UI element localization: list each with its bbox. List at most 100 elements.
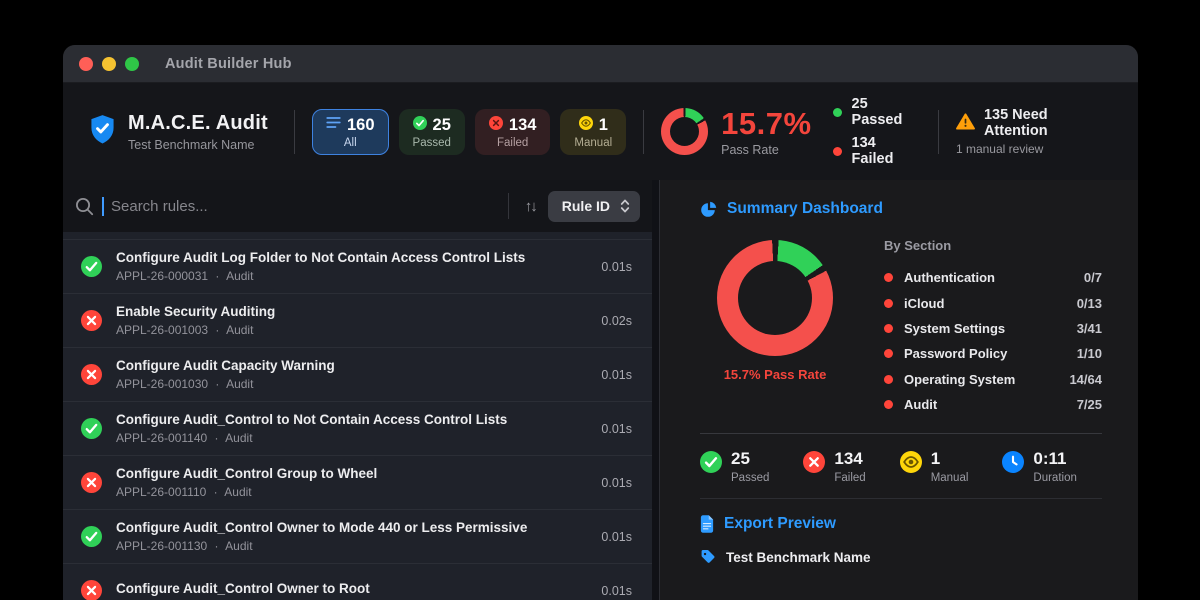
rule-row[interactable]: Configure Audit_Control Group to Wheel A… [63, 456, 652, 510]
red-dot-icon [832, 146, 842, 156]
check-circle-icon [412, 115, 427, 135]
pass-rate-donut-chart [661, 108, 709, 155]
stat-label: Passed [731, 472, 770, 485]
rule-duration: 0.01s [601, 421, 632, 436]
by-section-title: By Section [884, 238, 952, 253]
pass-rate-summary: 15.7% Pass Rate [661, 106, 811, 157]
by-section-list: By Section Authentication 0/7 iCloud 0/13 … [884, 236, 1102, 417]
section-value: 7/25 [1076, 397, 1102, 413]
zoom-window-button[interactable] [125, 56, 139, 71]
app-identity: M.A.C.E. Audit Test Benchmark Name [89, 112, 277, 152]
divider [700, 433, 1102, 435]
titlebar: Audit Builder Hub [63, 45, 1138, 83]
status-icon [81, 580, 102, 600]
filter-all-count: 160 [347, 115, 375, 134]
header: M.A.C.E. Audit Test Benchmark Name 160 A… [63, 83, 1138, 180]
search-toolbar: ↑↓ Rule ID [63, 180, 652, 232]
rule-title: Configure Audit Capacity Warning [116, 358, 335, 373]
rule-title: Enable Security Auditing [116, 304, 276, 319]
export-benchmark-row: Test Benchmark Name [700, 549, 1102, 565]
sort-by-value: Rule ID [561, 198, 610, 214]
dashboard-body: 15.7% Pass Rate By Section Authenticatio… [700, 236, 1102, 417]
rule-duration: 0.01s [601, 583, 632, 598]
search-field[interactable] [102, 180, 500, 232]
stat-label: Failed [834, 472, 866, 485]
section-name: Audit [904, 397, 938, 413]
pie-chart-icon [700, 201, 717, 218]
filter-manual-label: Manual [574, 136, 613, 149]
rule-row[interactable]: Configure Audit Log Folder to Not Contai… [63, 240, 652, 294]
divider [643, 109, 645, 154]
rule-list: Configure Audit Log Folder to Not Contai… [63, 232, 652, 600]
scrollbar-gutter[interactable] [652, 180, 660, 600]
section-name: Password Policy [904, 346, 1008, 362]
rule-row[interactable]: Enable Security Auditing APPL-26-001003 … [63, 294, 652, 348]
window-title: Audit Builder Hub [165, 55, 292, 72]
red-dot-icon [884, 400, 893, 410]
rule-row[interactable]: Configure Audit_Control Owner to Root 0.… [63, 564, 652, 600]
pass-fail-legend: 25 Passed 134 Failed [832, 96, 921, 167]
filter-manual-count: 1 [598, 115, 608, 134]
attention-summary: 135 Need Attention 1 manual review [956, 107, 1112, 156]
rule-meta: APPL-26-001130 · Audit [116, 539, 253, 553]
red-dot-icon [884, 349, 893, 359]
section-value: 14/64 [1069, 371, 1102, 387]
section-value: 1/10 [1076, 346, 1102, 362]
stat-label: Manual [930, 472, 969, 485]
rule-meta: APPL-26-001110 · Audit [116, 485, 252, 499]
text-cursor [102, 196, 104, 216]
minimize-window-button[interactable] [102, 56, 116, 71]
rule-duration: 0.01s [601, 367, 632, 382]
document-icon [700, 515, 714, 534]
filter-failed-count: 134 [508, 115, 537, 134]
rule-title: Configure Audit_Control Group to Wheel [116, 466, 378, 481]
app-title: M.A.C.E. Audit [128, 111, 268, 134]
filter-failed-label: Failed [496, 136, 529, 149]
divider [507, 193, 509, 219]
export-preview-title: Export Preview [724, 515, 836, 533]
rule-title: Configure Audit_Control Owner to Mode 44… [116, 520, 528, 535]
stat-value: 1 [930, 449, 941, 469]
divider [294, 109, 295, 154]
section-row: Authentication 0/7 [884, 265, 1102, 290]
green-dot-icon [832, 107, 842, 117]
filter-passed-button[interactable]: 25 Passed [398, 108, 465, 155]
search-input[interactable] [111, 197, 500, 215]
filter-failed-button[interactable]: 134 Failed [474, 108, 551, 155]
rule-browser-panel: ↑↓ Rule ID Configure Audit Log Folder to… [63, 180, 652, 600]
section-row: Operating System 14/64 [884, 367, 1102, 392]
chevron-up-down-icon [620, 198, 630, 214]
section-row: iCloud 0/13 [884, 290, 1102, 315]
status-icon [81, 364, 102, 385]
export-benchmark-name: Test Benchmark Name [726, 549, 871, 565]
filter-pills: 160 All 25 Passed 134 Failed [312, 108, 627, 155]
export-preview-heading: Export Preview [700, 515, 1102, 534]
summary-dashboard-heading: Summary Dashboard [700, 200, 1102, 218]
rule-row[interactable]: Configure Audit_Control Owner to Mode 44… [63, 510, 652, 564]
close-window-button[interactable] [79, 56, 93, 71]
sort-by-dropdown[interactable]: Rule ID [547, 190, 640, 222]
stat-value: 0:11 [1033, 449, 1067, 469]
eye-circle-icon [899, 451, 922, 474]
sort-direction-icon[interactable]: ↑↓ [524, 197, 538, 215]
filter-all-button[interactable]: 160 All [312, 108, 389, 155]
section-row: Password Policy 1/10 [884, 341, 1102, 366]
section-row: Audit 7/25 [884, 392, 1102, 417]
section-row: System Settings 3/41 [884, 316, 1102, 341]
section-name: Authentication [904, 270, 995, 286]
rule-meta: APPL-26-001140 · Audit [116, 431, 253, 445]
status-icon [81, 418, 102, 439]
filter-manual-button[interactable]: 1 Manual [560, 108, 627, 155]
pass-rate-value: 15.7% [721, 106, 812, 141]
section-value: 3/41 [1076, 320, 1102, 336]
rule-row[interactable]: Configure Audit_Control to Not Contain A… [63, 402, 652, 456]
red-dot-icon [884, 323, 893, 333]
rule-row[interactable]: Configure Audit Capacity Warning APPL-26… [63, 348, 652, 402]
search-icon [73, 197, 94, 216]
shield-check-icon [89, 114, 116, 150]
stat-passed: 25 Passed [700, 449, 769, 484]
section-value: 0/7 [1083, 270, 1102, 286]
rule-title: Configure Audit Log Folder to Not Contai… [116, 250, 526, 265]
attention-title: 135 Need Attention [983, 107, 1048, 139]
rule-meta: APPL-26-000031 · Audit [116, 269, 254, 283]
